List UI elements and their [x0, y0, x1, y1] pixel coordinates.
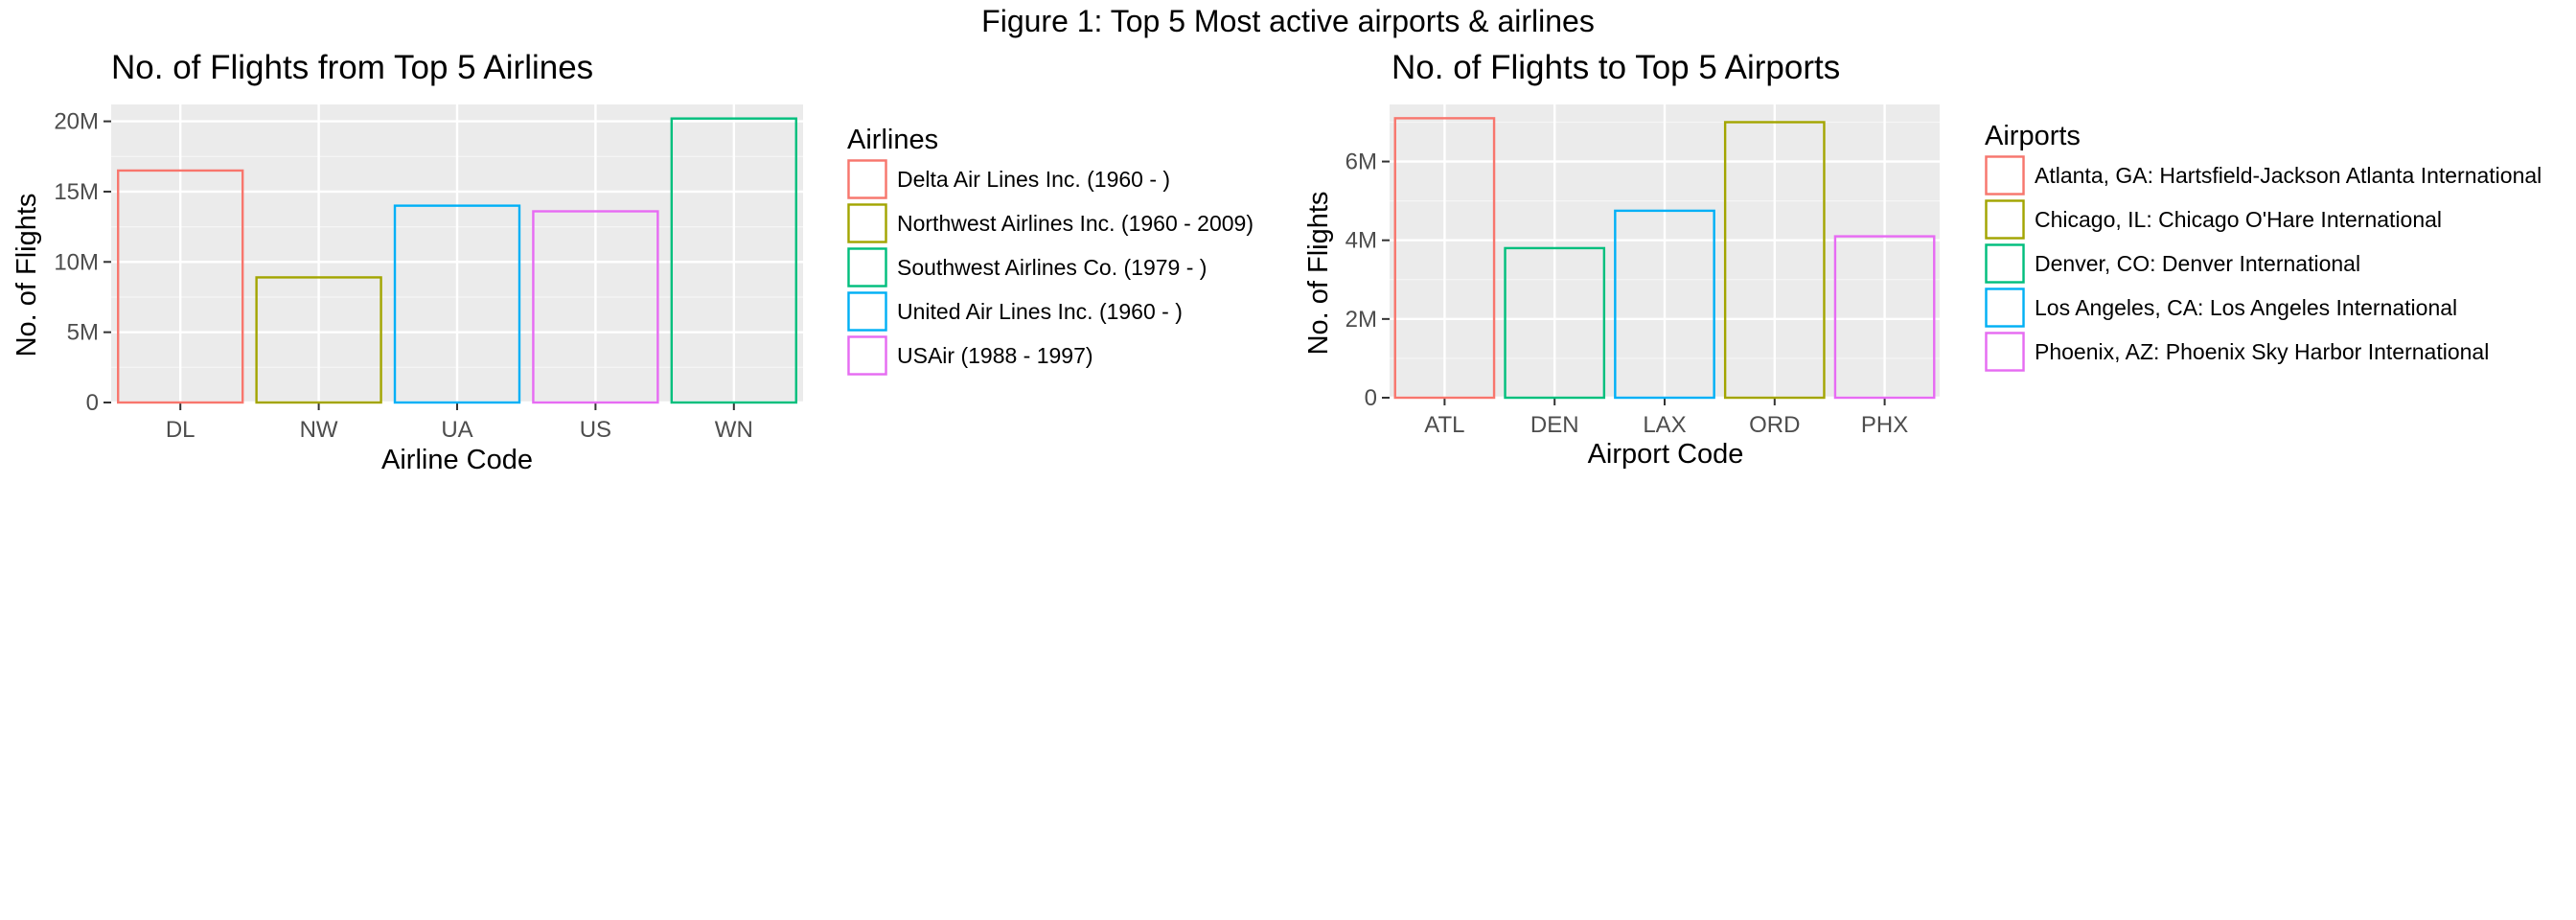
legend: Airports Atlanta, GA: Hartsfield-Jackson…	[1985, 121, 2542, 372]
legend-key	[847, 335, 887, 376]
legend-label: Delta Air Lines Inc. (1960 - )	[897, 167, 1170, 192]
y-tick-label: 0	[1365, 385, 1377, 411]
x-axis-title: Airline Code	[381, 445, 533, 475]
y-tick-label: 2M	[1346, 307, 1377, 333]
legend-key	[1985, 332, 2025, 372]
x-tick-label: ORD	[1749, 412, 1800, 438]
y-tick-label: 5M	[67, 320, 99, 346]
bar-phx	[1833, 235, 1936, 400]
legend: Airlines Delta Air Lines Inc. (1960 - ) N…	[847, 125, 1254, 376]
x-tick-label: DEN	[1530, 412, 1579, 438]
y-axis-title: No. of Flights	[12, 194, 42, 357]
x-tick-label: DL	[166, 417, 196, 443]
bar-dl	[117, 169, 244, 404]
legend-label: USAir (1988 - 1997)	[897, 343, 1093, 368]
x-tick-label: ATL	[1424, 412, 1464, 438]
bar-ua	[393, 204, 521, 404]
y-axis-title: No. of Flights	[1303, 192, 1334, 356]
legend-key	[1985, 155, 2025, 196]
figure-title: Figure 1: Top 5 Most active airports & a…	[981, 4, 1595, 38]
legend-label: Phoenix, AZ: Phoenix Sky Harbor Internat…	[2035, 339, 2489, 364]
legend-key	[1985, 199, 2025, 240]
bar-lax	[1614, 209, 1715, 400]
bar-ord	[1723, 121, 1826, 400]
chart-airlines: No. of Flights from Top 5 Airlines Airli…	[12, 49, 1254, 475]
plot-area: 0 5M 10M 15M 20M DL NW UA US WN	[54, 104, 803, 443]
chart-title: No. of Flights to Top 5 Airports	[1392, 49, 1840, 86]
x-tick-label: PHX	[1861, 412, 1908, 438]
x-tick-label: WN	[715, 417, 753, 443]
y-tick-label: 20M	[54, 109, 99, 135]
y-tick-label: 15M	[54, 179, 99, 205]
y-tick-label: 10M	[54, 249, 99, 275]
x-tick-label: LAX	[1643, 412, 1686, 438]
x-axis-title: Airport Code	[1588, 439, 1744, 470]
bar-wn	[670, 117, 797, 404]
chart-airports: No. of Flights to Top 5 Airports Airport…	[1303, 49, 2542, 470]
legend-title: Airlines	[847, 125, 938, 155]
legend-label: Atlanta, GA: Hartsfield-Jackson Atlanta …	[2035, 163, 2542, 188]
x-tick-label: NW	[300, 417, 338, 443]
y-tick-label: 4M	[1346, 228, 1377, 254]
legend-label: Denver, CO: Denver International	[2035, 251, 2360, 276]
legend-key	[847, 291, 887, 332]
x-tick-label: US	[580, 417, 611, 443]
legend-title: Airports	[1985, 121, 2081, 151]
bar-atl	[1393, 117, 1496, 400]
bar-den	[1504, 246, 1606, 400]
legend-key	[847, 159, 887, 199]
bar-nw	[255, 276, 382, 404]
legend-key	[1985, 288, 2025, 328]
legend-key	[1985, 243, 2025, 284]
legend-key	[847, 203, 887, 243]
legend-label: United Air Lines Inc. (1960 - )	[897, 299, 1183, 324]
legend-label: Southwest Airlines Co. (1979 - )	[897, 255, 1207, 280]
legend-key	[847, 247, 887, 288]
legend-label: Los Angeles, CA: Los Angeles Internation…	[2035, 295, 2457, 320]
chart-title: No. of Flights from Top 5 Airlines	[111, 49, 593, 86]
bar-us	[532, 210, 659, 404]
plot-area: 0 2M 4M 6M ATL DEN LAX ORD PHX	[1346, 104, 1940, 438]
legend-label: Northwest Airlines Inc. (1960 - 2009)	[897, 211, 1254, 236]
y-tick-label: 0	[86, 390, 99, 416]
y-tick-label: 6M	[1346, 150, 1377, 175]
legend-label: Chicago, IL: Chicago O'Hare Internationa…	[2035, 207, 2442, 232]
x-tick-label: UA	[441, 417, 472, 443]
